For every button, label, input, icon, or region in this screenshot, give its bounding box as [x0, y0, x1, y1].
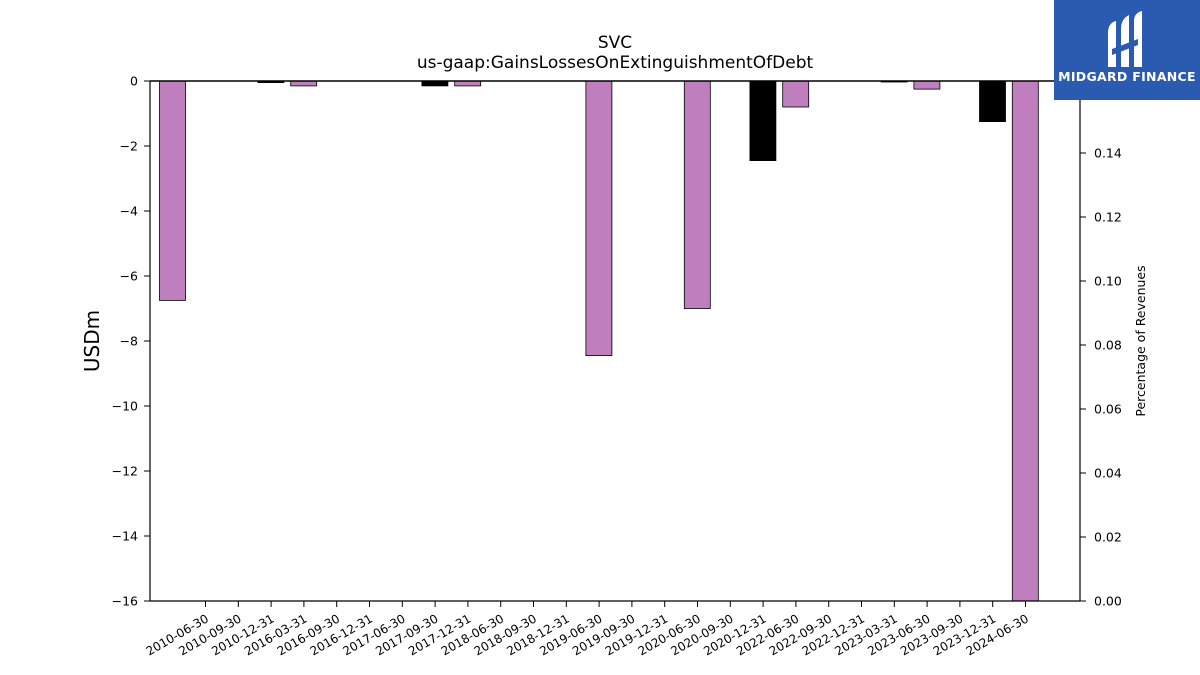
- y2-tick-label: 0.12: [1094, 210, 1122, 225]
- y-tick-label: −8: [120, 334, 138, 349]
- y2-axis-label: Percentage of Revenues: [1133, 265, 1148, 416]
- y2-axis-ticks: 0.14 0.12 0.10 0.08 0.06 0.04 0.02 0.00: [1080, 146, 1122, 609]
- y-tick-label: −6: [120, 269, 138, 284]
- y2-tick-label: 0.10: [1094, 274, 1122, 289]
- y-tick-label: −14: [112, 529, 138, 544]
- x-axis-ticks: 2010-06-302010-09-302010-12-312016-03-31…: [144, 601, 1031, 658]
- y2-tick-label: 0.04: [1094, 466, 1122, 481]
- y-axis-ticks: 0 −2 −4 −6 −8 −10 −12 −14 −16: [112, 74, 150, 609]
- bar: [159, 80, 186, 301]
- bar: [782, 80, 810, 108]
- chart-title: SVC: [598, 33, 632, 53]
- y-tick-label: −16: [112, 594, 138, 609]
- bars: [159, 80, 1039, 602]
- bar: [913, 80, 941, 90]
- bar: [683, 80, 711, 309]
- bar: [585, 80, 613, 357]
- y-tick-label: −2: [120, 139, 138, 154]
- bar: [749, 80, 777, 161]
- y-tick-label: −10: [112, 399, 138, 414]
- y-tick-label: −12: [112, 464, 138, 479]
- logo-text: MIDGARD FINANCE: [1058, 69, 1196, 84]
- y-tick-label: −4: [120, 204, 138, 219]
- axes: [149, 80, 1081, 602]
- y-axis-label: USDm: [80, 310, 104, 372]
- midgard-logo-icon: [1108, 11, 1142, 67]
- y2-tick-label: 0.00: [1094, 594, 1122, 609]
- bar: [979, 80, 1006, 122]
- brand-logo: MIDGARD FINANCE: [1054, 0, 1200, 100]
- y2-tick-label: 0.08: [1094, 338, 1122, 353]
- y2-tick-label: 0.14: [1094, 146, 1122, 161]
- y-tick-label: 0: [130, 74, 138, 89]
- y2-tick-label: 0.06: [1094, 402, 1122, 417]
- chart-subtitle: us-gaap:GainsLossesOnExtinguishmentOfDeb…: [417, 53, 814, 73]
- bar: [1011, 80, 1039, 602]
- y2-tick-label: 0.02: [1094, 530, 1122, 545]
